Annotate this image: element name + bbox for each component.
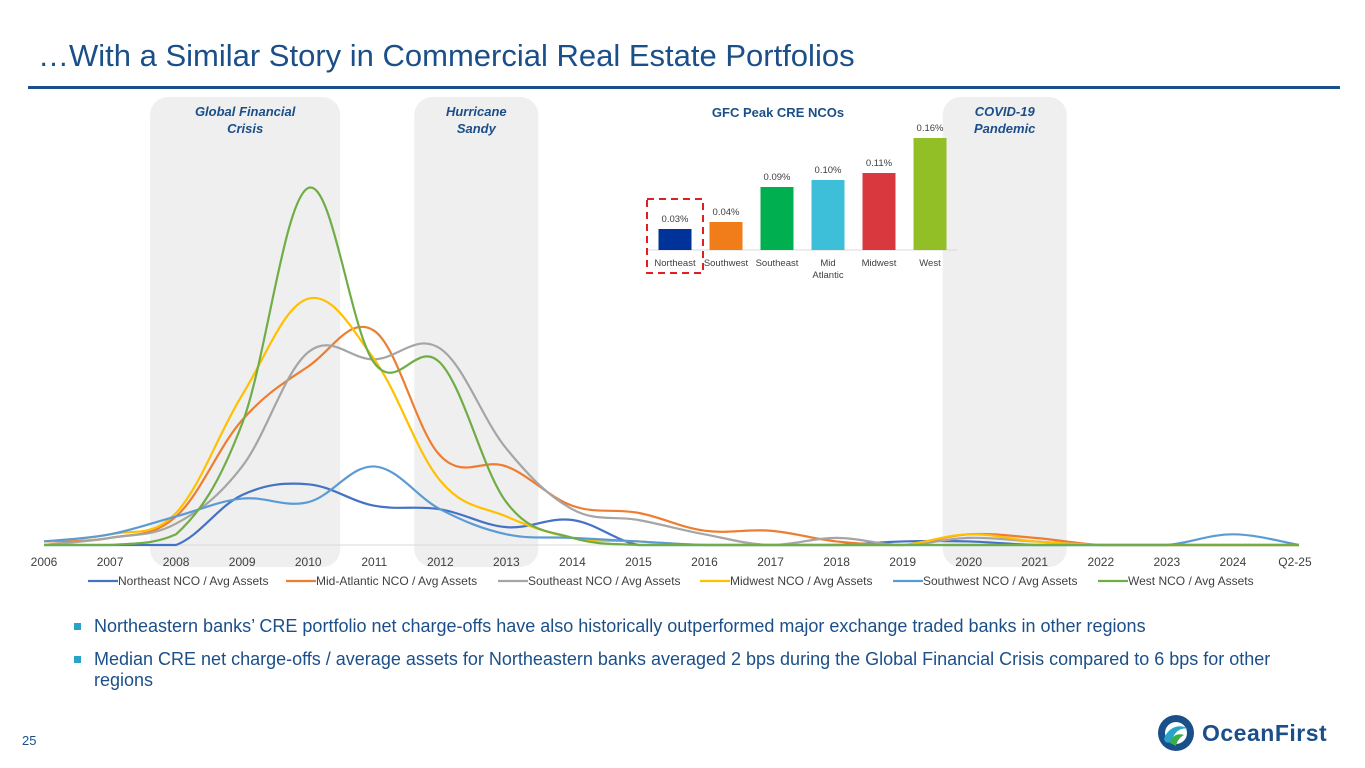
x-tick-label: 2006 xyxy=(31,555,58,569)
bar-chart-title: GFC Peak CRE NCOs xyxy=(712,105,844,120)
bar-data-label: 0.04% xyxy=(713,207,740,218)
bullet-item: Northeastern banks’ CRE portfolio net ch… xyxy=(74,616,1294,637)
bar xyxy=(658,229,692,250)
title-underline xyxy=(28,86,1340,89)
bullet-list: Northeastern banks’ CRE portfolio net ch… xyxy=(74,616,1294,703)
bullet-square-icon xyxy=(74,656,81,663)
bar-category-label: Atlantic xyxy=(812,270,843,281)
shaded-period-label: COVID-19 Pandemic xyxy=(974,104,1036,136)
page-number: 25 xyxy=(22,733,37,748)
bar xyxy=(811,180,845,250)
x-tick-label: 2012 xyxy=(427,555,454,569)
legend-label: Southwest NCO / Avg Assets xyxy=(923,574,1078,588)
oceanfirst-logo: OceanFirst xyxy=(1156,712,1327,754)
bar-data-label: 0.10% xyxy=(815,165,842,176)
x-tick-label: 2015 xyxy=(625,555,652,569)
x-tick-label: 2021 xyxy=(1021,555,1048,569)
bar-category-label: West xyxy=(919,258,941,269)
highlight-box xyxy=(646,198,704,274)
bar-category-label: Mid xyxy=(820,258,835,269)
bar xyxy=(709,222,743,250)
bullet-square-icon xyxy=(74,623,81,630)
x-tick-label: 2013 xyxy=(493,555,520,569)
bar-data-label: 0.03% xyxy=(662,214,689,225)
x-tick-label: 2022 xyxy=(1087,555,1114,569)
legend-label: Mid-Atlantic NCO / Avg Assets xyxy=(316,574,477,588)
x-tick-label: 2017 xyxy=(757,555,784,569)
x-tick-label: 2024 xyxy=(1220,555,1247,569)
x-tick-label: 2023 xyxy=(1153,555,1180,569)
x-tick-label: 2007 xyxy=(97,555,124,569)
bar xyxy=(862,173,896,250)
x-tick-label: 2008 xyxy=(163,555,190,569)
oceanfirst-wave-logo-icon xyxy=(1158,715,1194,751)
x-tick-label: 2011 xyxy=(361,555,387,569)
legend-label: Midwest NCO / Avg Assets xyxy=(730,574,873,588)
legend-label: West NCO / Avg Assets xyxy=(1128,574,1254,588)
x-tick-label: 2014 xyxy=(559,555,586,569)
bar-category-label: Southwest xyxy=(704,258,749,269)
shaded-period-label: Hurricane Sandy xyxy=(446,104,507,136)
bullet-text: Median CRE net charge-offs / average ass… xyxy=(94,649,1271,690)
logo-wordmark: OceanFirst xyxy=(1202,719,1328,746)
series-line xyxy=(43,186,1299,547)
x-tick-label: 2020 xyxy=(955,555,982,569)
bullet-item: Median CRE net charge-offs / average ass… xyxy=(74,649,1294,691)
bar xyxy=(760,187,794,250)
legend-label: Northeast NCO / Avg Assets xyxy=(118,574,269,588)
bar-data-label: 0.09% xyxy=(764,172,791,183)
line-chart-legend: Northeast NCO / Avg Assets Mid-Atlantic N… xyxy=(88,574,1254,588)
bar-data-label: 0.11% xyxy=(866,158,893,169)
bar-data-label: 0.16% xyxy=(917,123,944,134)
x-tick-label: 2016 xyxy=(691,555,718,569)
x-tick-label: 2009 xyxy=(229,555,256,569)
gfc-bar-chart: GFC Peak CRE NCOs 0.03% Northeast 0.04% Sout… xyxy=(646,105,957,281)
shaded-period-label: Global Financial Crisis xyxy=(195,104,296,136)
shaded-period-band xyxy=(414,97,539,567)
bar-category-label: Southeast xyxy=(756,258,799,269)
shaded-period-band xyxy=(150,97,341,567)
line-chart xyxy=(43,186,1300,547)
bar-category-label: Northeast xyxy=(654,258,696,269)
shaded-period-band xyxy=(942,97,1067,567)
bar-category-label: Midwest xyxy=(862,258,897,269)
bullet-text: Northeastern banks’ CRE portfolio net ch… xyxy=(94,616,1146,636)
x-axis: 2006 2007 2008 2009 2010 2011 2012 2013 2014 2015… xyxy=(31,555,1312,569)
x-tick-label: 2018 xyxy=(823,555,850,569)
x-tick-label: 2019 xyxy=(889,555,916,569)
bar xyxy=(913,138,947,250)
x-tick-label: 2010 xyxy=(295,555,322,569)
x-tick-label: Q2-25 xyxy=(1278,555,1312,569)
legend-label: Southeast NCO / Avg Assets xyxy=(528,574,681,588)
page-title: …With a Similar Story in Commercial Real… xyxy=(38,38,855,73)
